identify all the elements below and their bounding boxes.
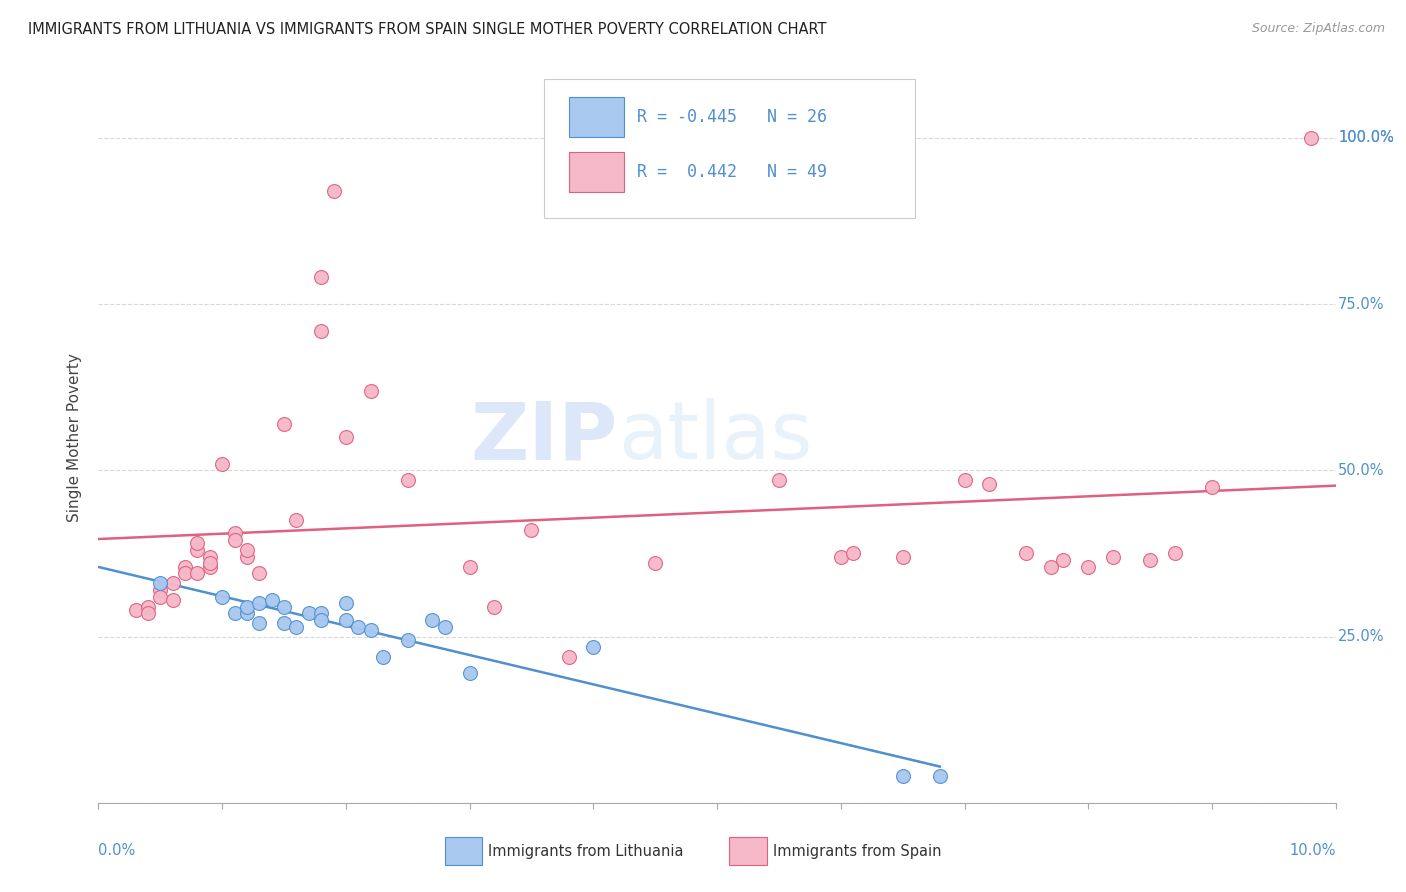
Point xyxy=(1015,546,1038,560)
Point xyxy=(224,526,246,541)
Point xyxy=(891,769,914,783)
Text: atlas: atlas xyxy=(619,398,813,476)
Point xyxy=(124,603,146,617)
Point xyxy=(309,324,332,338)
Point xyxy=(211,590,233,604)
Point xyxy=(360,623,382,637)
Point xyxy=(396,632,419,647)
Point xyxy=(186,543,208,558)
Point xyxy=(149,582,172,597)
Point xyxy=(309,270,332,285)
Text: 0.0%: 0.0% xyxy=(98,843,135,858)
Bar xyxy=(730,838,766,865)
Point xyxy=(198,549,221,564)
Point xyxy=(285,513,308,527)
Text: 100.0%: 100.0% xyxy=(1339,130,1395,145)
Point xyxy=(186,536,208,550)
Text: R = -0.445   N = 26: R = -0.445 N = 26 xyxy=(637,109,827,127)
Point xyxy=(891,549,914,564)
Point xyxy=(236,607,259,621)
Point xyxy=(273,599,295,614)
Point xyxy=(322,184,344,198)
Point xyxy=(236,549,259,564)
Text: IMMIGRANTS FROM LITHUANIA VS IMMIGRANTS FROM SPAIN SINGLE MOTHER POVERTY CORRELA: IMMIGRANTS FROM LITHUANIA VS IMMIGRANTS … xyxy=(28,22,827,37)
Point xyxy=(396,473,419,487)
FancyBboxPatch shape xyxy=(544,78,915,218)
Point xyxy=(174,559,197,574)
Point xyxy=(953,473,976,487)
Point xyxy=(198,557,221,571)
Text: 25.0%: 25.0% xyxy=(1339,629,1385,644)
Y-axis label: Single Mother Poverty: Single Mother Poverty xyxy=(67,352,83,522)
Text: ZIP: ZIP xyxy=(471,398,619,476)
Point xyxy=(273,616,295,631)
Point xyxy=(335,596,357,610)
Point xyxy=(236,543,259,558)
Text: Immigrants from Lithuania: Immigrants from Lithuania xyxy=(488,844,683,859)
Point xyxy=(830,549,852,564)
Point xyxy=(1164,546,1187,560)
Point xyxy=(224,607,246,621)
Point xyxy=(247,566,270,581)
Text: Source: ZipAtlas.com: Source: ZipAtlas.com xyxy=(1251,22,1385,36)
Point xyxy=(644,557,666,571)
Point xyxy=(842,546,865,560)
Point xyxy=(458,559,481,574)
Point xyxy=(273,417,295,431)
Bar xyxy=(568,97,624,137)
Point xyxy=(149,590,172,604)
Point xyxy=(347,619,370,633)
Text: 100.0%: 100.0% xyxy=(1339,130,1395,145)
Point xyxy=(458,666,481,681)
Point xyxy=(309,613,332,627)
Point xyxy=(149,576,172,591)
Point xyxy=(335,430,357,444)
Point xyxy=(186,566,208,581)
Point xyxy=(1077,559,1099,574)
Text: 50.0%: 50.0% xyxy=(1339,463,1385,478)
Point xyxy=(360,384,382,398)
Point xyxy=(520,523,543,537)
Text: R =  0.442   N = 49: R = 0.442 N = 49 xyxy=(637,163,827,181)
Point xyxy=(433,619,456,633)
Point xyxy=(211,457,233,471)
Point xyxy=(371,649,394,664)
Point xyxy=(247,596,270,610)
Point xyxy=(1102,549,1125,564)
Text: Immigrants from Spain: Immigrants from Spain xyxy=(773,844,941,859)
Point xyxy=(768,473,790,487)
Point xyxy=(260,593,283,607)
Point xyxy=(136,607,159,621)
Point xyxy=(582,640,605,654)
Point xyxy=(1040,559,1063,574)
Bar xyxy=(568,152,624,192)
Point xyxy=(484,599,506,614)
Bar xyxy=(444,838,482,865)
Point xyxy=(136,599,159,614)
Point xyxy=(1139,553,1161,567)
Point xyxy=(979,476,1001,491)
Point xyxy=(162,576,184,591)
Text: 75.0%: 75.0% xyxy=(1339,297,1385,311)
Point xyxy=(174,566,197,581)
Point xyxy=(298,607,321,621)
Point xyxy=(309,607,332,621)
Point xyxy=(285,619,308,633)
Point xyxy=(335,613,357,627)
Point xyxy=(224,533,246,548)
Point xyxy=(557,649,579,664)
Point xyxy=(236,599,259,614)
Point xyxy=(1201,480,1223,494)
Point xyxy=(247,616,270,631)
Point xyxy=(198,559,221,574)
Point xyxy=(1299,131,1322,145)
Point xyxy=(422,613,444,627)
Point xyxy=(928,769,950,783)
Text: 10.0%: 10.0% xyxy=(1289,843,1336,858)
Point xyxy=(162,593,184,607)
Point xyxy=(1052,553,1074,567)
